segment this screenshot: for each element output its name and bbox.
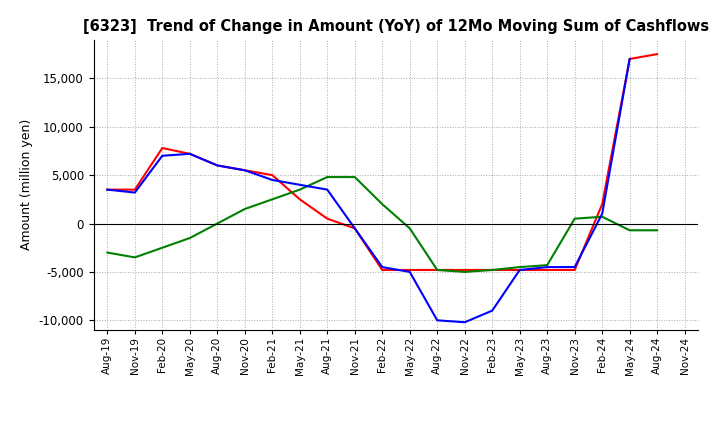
Free Cashflow: [488, 308, 497, 313]
Investing Cashflow: [323, 174, 332, 180]
Operating Cashflow: [598, 202, 606, 207]
Operating Cashflow: [186, 151, 194, 157]
Title: [6323]  Trend of Change in Amount (YoY) of 12Mo Moving Sum of Cashflows: [6323] Trend of Change in Amount (YoY) o…: [83, 19, 709, 34]
Investing Cashflow: [103, 250, 112, 255]
Investing Cashflow: [186, 235, 194, 241]
Operating Cashflow: [240, 168, 249, 173]
Free Cashflow: [543, 264, 552, 270]
Operating Cashflow: [351, 226, 359, 231]
Investing Cashflow: [488, 268, 497, 273]
Investing Cashflow: [653, 227, 662, 233]
Free Cashflow: [626, 56, 634, 62]
Investing Cashflow: [405, 226, 414, 231]
Investing Cashflow: [158, 245, 166, 250]
Free Cashflow: [351, 226, 359, 231]
Operating Cashflow: [626, 56, 634, 62]
Operating Cashflow: [516, 268, 524, 273]
Investing Cashflow: [240, 206, 249, 212]
Free Cashflow: [295, 182, 304, 187]
Investing Cashflow: [268, 197, 276, 202]
Operating Cashflow: [295, 197, 304, 202]
Free Cashflow: [433, 318, 441, 323]
Investing Cashflow: [378, 202, 387, 207]
Investing Cashflow: [570, 216, 579, 221]
Free Cashflow: [268, 177, 276, 183]
Free Cashflow: [378, 264, 387, 270]
Free Cashflow: [405, 269, 414, 275]
Free Cashflow: [186, 151, 194, 157]
Operating Cashflow: [213, 163, 222, 168]
Investing Cashflow: [543, 263, 552, 268]
Free Cashflow: [130, 190, 139, 195]
Free Cashflow: [570, 264, 579, 270]
Free Cashflow: [323, 187, 332, 192]
Y-axis label: Amount (million yen): Amount (million yen): [20, 119, 33, 250]
Investing Cashflow: [130, 255, 139, 260]
Investing Cashflow: [598, 214, 606, 220]
Investing Cashflow: [351, 174, 359, 180]
Free Cashflow: [158, 153, 166, 158]
Operating Cashflow: [460, 268, 469, 273]
Free Cashflow: [598, 211, 606, 216]
Free Cashflow: [213, 163, 222, 168]
Investing Cashflow: [460, 269, 469, 275]
Investing Cashflow: [433, 268, 441, 273]
Operating Cashflow: [405, 268, 414, 273]
Free Cashflow: [516, 268, 524, 273]
Free Cashflow: [460, 319, 469, 325]
Investing Cashflow: [295, 187, 304, 192]
Operating Cashflow: [543, 268, 552, 273]
Operating Cashflow: [378, 268, 387, 273]
Free Cashflow: [240, 168, 249, 173]
Operating Cashflow: [268, 172, 276, 178]
Line: Operating Cashflow: Operating Cashflow: [107, 54, 657, 270]
Investing Cashflow: [516, 264, 524, 270]
Operating Cashflow: [158, 145, 166, 150]
Operating Cashflow: [570, 268, 579, 273]
Investing Cashflow: [626, 227, 634, 233]
Line: Free Cashflow: Free Cashflow: [107, 59, 630, 322]
Line: Investing Cashflow: Investing Cashflow: [107, 177, 657, 272]
Operating Cashflow: [130, 187, 139, 192]
Investing Cashflow: [213, 221, 222, 226]
Operating Cashflow: [653, 51, 662, 57]
Operating Cashflow: [433, 268, 441, 273]
Free Cashflow: [103, 187, 112, 192]
Operating Cashflow: [103, 187, 112, 192]
Operating Cashflow: [323, 216, 332, 221]
Operating Cashflow: [488, 268, 497, 273]
